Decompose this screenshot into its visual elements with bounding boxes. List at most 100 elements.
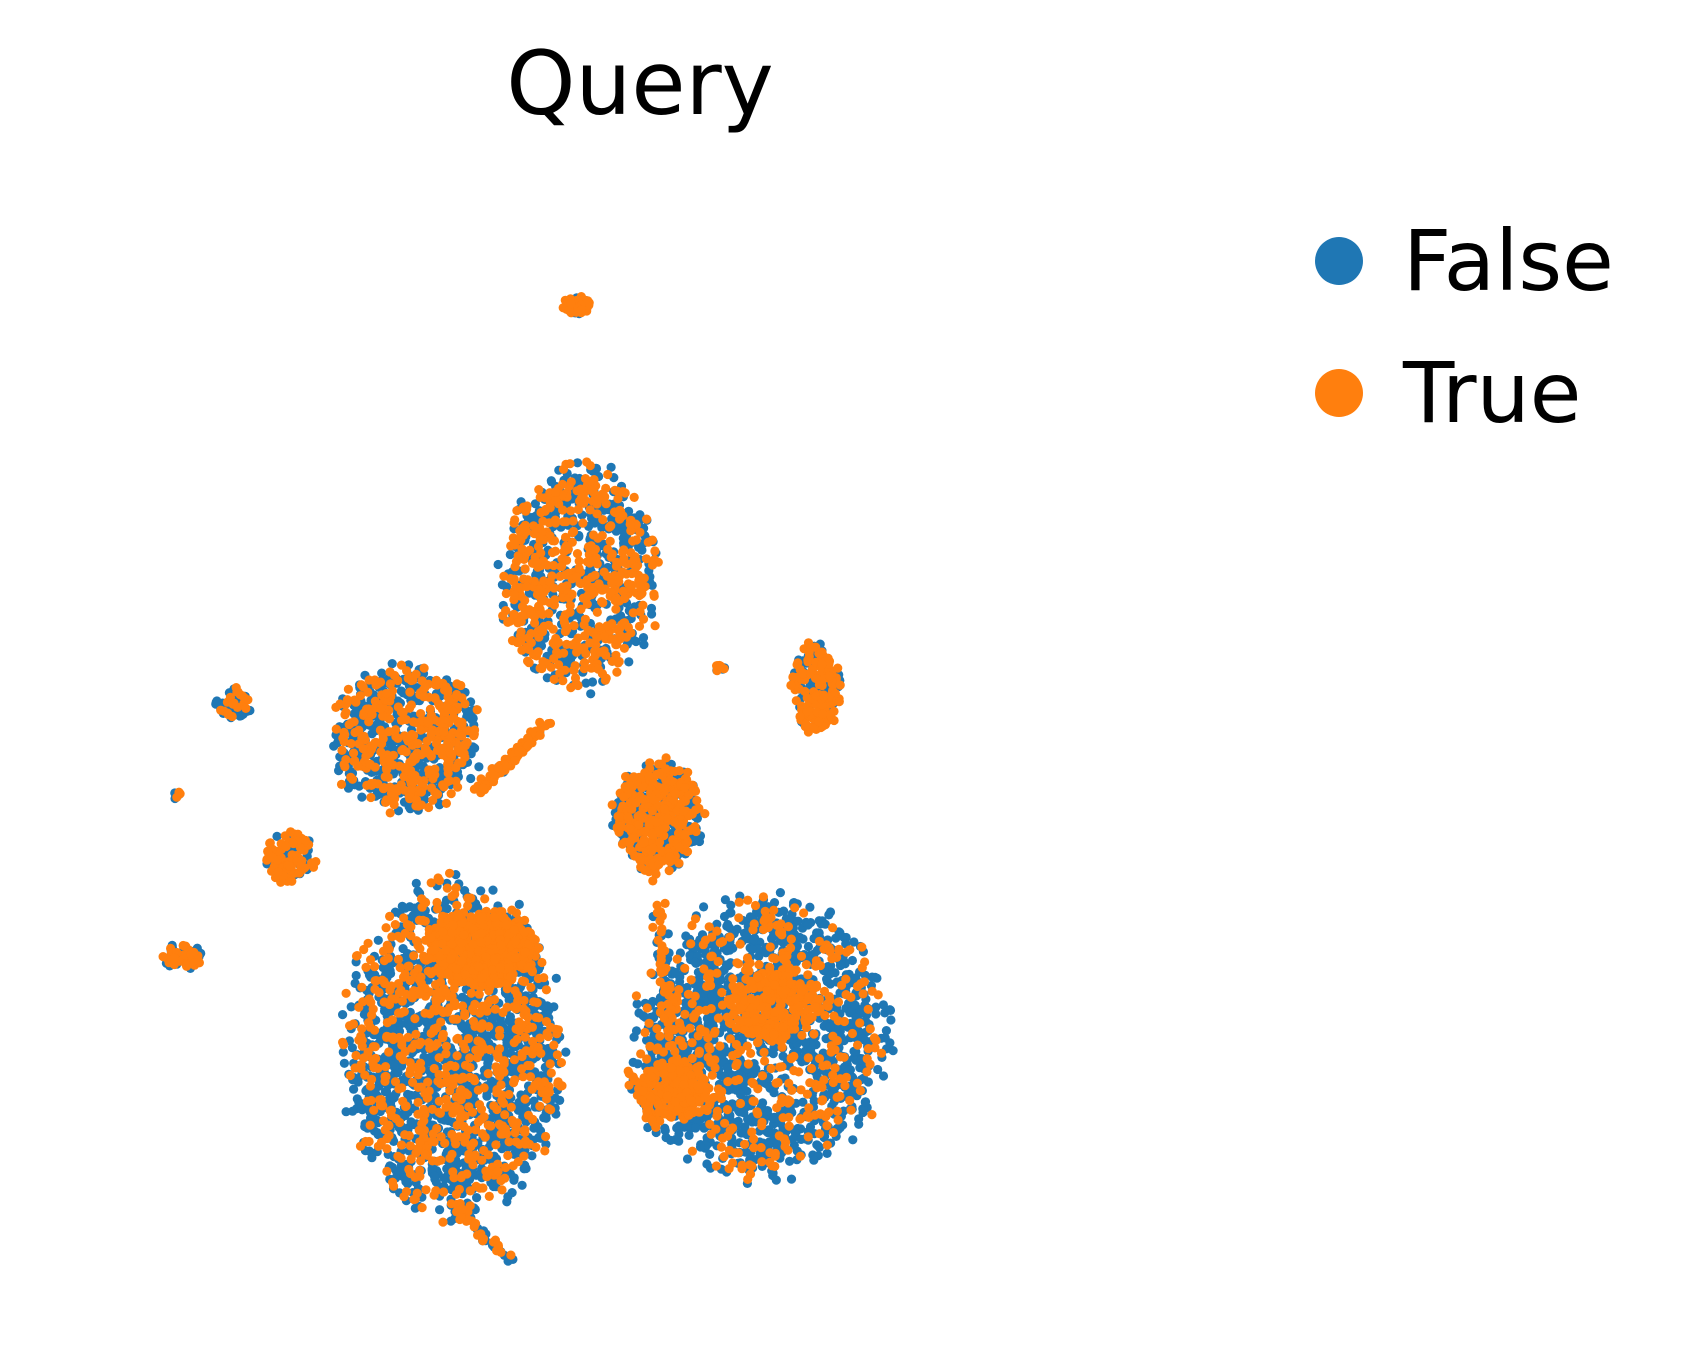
point-true <box>539 535 549 545</box>
point-true <box>588 530 599 540</box>
point-false <box>346 1002 356 1012</box>
point-true <box>535 492 545 502</box>
point-true <box>585 505 595 515</box>
point-false <box>699 902 709 912</box>
point-false <box>373 1130 383 1140</box>
point-false <box>470 743 480 753</box>
point-false <box>763 1128 773 1138</box>
point-true <box>509 574 519 584</box>
point-false <box>373 935 383 945</box>
point-false <box>854 1114 864 1124</box>
point-false <box>211 697 221 707</box>
point-true <box>567 589 577 599</box>
point-false <box>798 1097 808 1107</box>
point-false <box>505 549 515 560</box>
point-false <box>542 673 552 683</box>
point-false <box>509 1173 519 1183</box>
point-true <box>453 782 463 792</box>
point-false <box>624 657 634 667</box>
point-false <box>439 1173 449 1183</box>
point-true <box>649 589 659 599</box>
point-true <box>405 687 415 697</box>
point-true <box>428 774 438 784</box>
point-false <box>406 1117 416 1127</box>
point-true <box>612 557 622 567</box>
point-false <box>429 1171 440 1181</box>
point-true <box>573 680 583 691</box>
point-true <box>601 673 611 683</box>
point-false <box>634 1008 644 1018</box>
point-true <box>597 597 607 607</box>
point-false <box>398 688 408 698</box>
point-false <box>775 888 786 898</box>
point-true <box>569 665 579 676</box>
point-true <box>536 624 546 635</box>
point-false <box>517 1180 527 1190</box>
point-false <box>660 1123 670 1133</box>
point-true <box>576 292 586 302</box>
point-false <box>778 1051 788 1061</box>
point-true <box>615 630 625 640</box>
point-false <box>457 1022 467 1032</box>
point-false <box>386 968 396 979</box>
point-false <box>707 991 717 1001</box>
point-false <box>351 970 361 981</box>
point-false <box>784 913 795 924</box>
point-true <box>509 590 519 600</box>
point-true <box>552 648 562 658</box>
point-false <box>747 944 757 955</box>
point-true <box>514 535 524 545</box>
point-true <box>559 617 570 627</box>
point-false <box>403 1089 413 1099</box>
point-true <box>520 595 530 606</box>
point-true <box>582 575 592 585</box>
point-false <box>809 1155 819 1165</box>
point-true <box>638 614 649 624</box>
point-false <box>533 1122 543 1132</box>
point-true <box>522 582 532 592</box>
point-false <box>338 1010 348 1020</box>
point-true <box>572 549 583 559</box>
point-true <box>538 556 548 566</box>
point-true <box>533 647 543 657</box>
point-true <box>607 549 617 559</box>
point-true <box>516 627 526 637</box>
point-false <box>785 1105 795 1115</box>
point-true <box>613 494 623 504</box>
point-false <box>646 603 657 614</box>
point-false <box>742 931 752 941</box>
point-false <box>870 972 880 983</box>
point-false <box>863 1077 874 1087</box>
point-false <box>886 1015 896 1025</box>
point-false <box>338 1047 348 1057</box>
point-true <box>517 645 527 655</box>
point-false <box>350 978 360 989</box>
point-false <box>822 1148 832 1158</box>
point-false <box>805 902 815 912</box>
point-false <box>405 1022 415 1032</box>
point-false <box>409 903 420 913</box>
point-false <box>373 1074 383 1084</box>
point-false <box>423 1056 433 1067</box>
point-false <box>387 659 397 669</box>
point-true <box>589 587 599 598</box>
point-true <box>342 695 352 705</box>
point-false <box>881 1026 892 1036</box>
point-true <box>650 621 660 631</box>
point-false <box>712 919 722 929</box>
point-true <box>548 624 558 634</box>
point-false <box>631 1026 642 1036</box>
point-false <box>769 1088 779 1098</box>
point-true <box>534 485 544 495</box>
point-true <box>579 658 590 668</box>
point-false <box>539 1113 549 1123</box>
point-false <box>831 933 841 943</box>
point-true <box>631 535 642 545</box>
point-false <box>389 1062 400 1072</box>
point-true <box>565 459 575 469</box>
point-true <box>647 535 658 545</box>
point-false <box>367 729 377 739</box>
point-true <box>588 556 598 566</box>
point-true <box>583 625 593 635</box>
point-true <box>594 494 604 504</box>
